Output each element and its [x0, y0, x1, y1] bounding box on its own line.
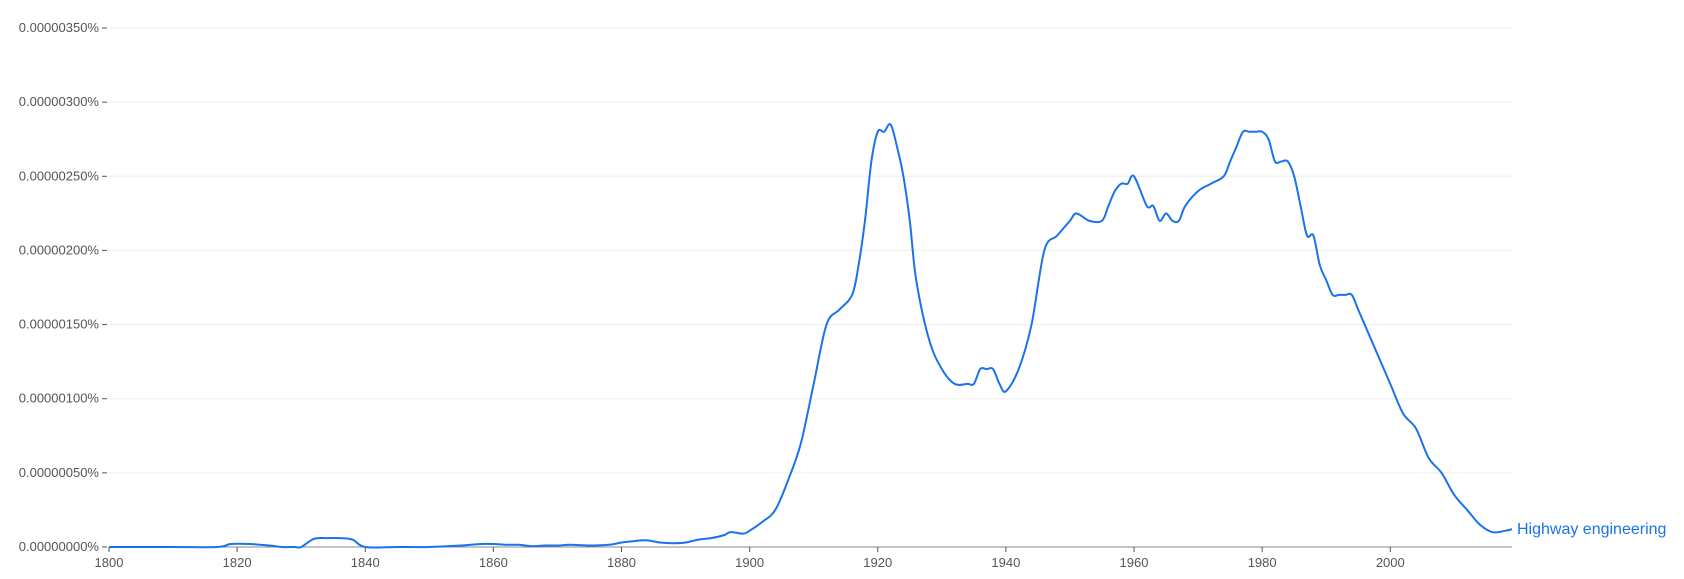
y-tick-label: 0.00000050%: [19, 465, 100, 480]
y-tick-label: 0.00000100%: [19, 391, 100, 406]
y-axis: 0.00000000% 0.00000050% 0.00000100% 0.00000…: [19, 20, 107, 554]
x-tick-label: 1860: [479, 555, 508, 570]
x-tick-label: 1840: [351, 555, 380, 570]
series-layer: Highway engineering: [109, 122, 1666, 549]
series-label-highway-engineering[interactable]: Highway engineering: [1517, 521, 1666, 538]
x-axis: 1800 1820 1840 1860 1880 1900 1920 1940 1960 1980…: [95, 546, 1512, 570]
x-tick-label: 1940: [991, 555, 1020, 570]
x-tick-label: 1920: [863, 555, 892, 570]
x-tick-label: 1960: [1120, 555, 1149, 570]
series-line-highway-engineering[interactable]: [109, 122, 1513, 549]
x-tick-label: 1880: [607, 555, 636, 570]
y-tick-label: 0.00000350%: [19, 20, 100, 35]
x-tick-label: 1800: [95, 555, 124, 570]
y-tick-label: 0.00000000%: [19, 539, 100, 554]
x-tick-label: 1900: [735, 555, 764, 570]
x-tick-label: 1820: [223, 555, 252, 570]
y-tick-label: 0.00000200%: [19, 242, 100, 257]
y-tick-label: 0.00000300%: [19, 94, 100, 109]
x-tick-label: 2000: [1376, 555, 1405, 570]
y-tick-label: 0.00000150%: [19, 317, 100, 332]
x-tick-label: 1980: [1248, 555, 1277, 570]
gridlines: [109, 27, 1512, 474]
y-tick-label: 0.00000250%: [19, 168, 100, 183]
